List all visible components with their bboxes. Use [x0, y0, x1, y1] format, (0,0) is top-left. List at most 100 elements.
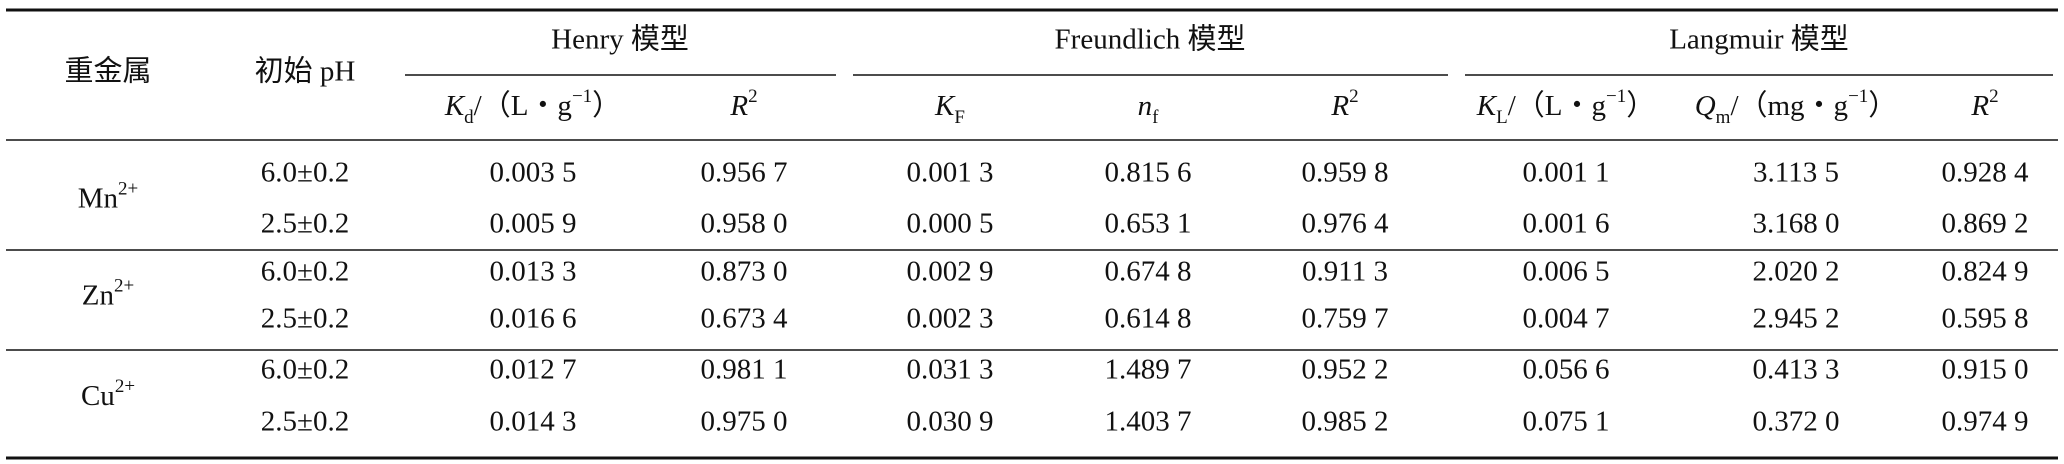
value-cell: 0.005 9: [490, 208, 577, 240]
value-cell: 0.759 7: [1302, 303, 1389, 335]
sub-header: nf: [1138, 90, 1160, 128]
value-cell: 0.002 9: [907, 256, 994, 288]
value-cell: 0.030 9: [907, 406, 994, 438]
value-cell: 1.403 7: [1105, 406, 1192, 438]
value-cell: 2.945 2: [1753, 303, 1840, 335]
text-part: m: [1716, 107, 1731, 128]
value-cell: 0.001 1: [1523, 157, 1610, 189]
value-cell: 0.928 4: [1942, 157, 2030, 189]
text-part: Q: [1695, 90, 1716, 122]
ph-cell: 6.0±0.2: [261, 354, 349, 386]
text-part: F: [954, 107, 965, 128]
value-cell: 0.075 1: [1523, 406, 1610, 438]
column-header: 初始 pH: [255, 55, 356, 88]
text-part: R: [1330, 90, 1349, 122]
value-cell: 0.372 0: [1753, 406, 1840, 438]
value-cell: 2.020 2: [1753, 256, 1840, 288]
text-part: 2: [1989, 86, 1999, 107]
value-cell: 0.004 7: [1523, 303, 1610, 335]
ph-cell: 2.5±0.2: [261, 303, 349, 335]
value-cell: 0.595 8: [1942, 303, 2029, 335]
value-cell: 0.003 5: [490, 157, 577, 189]
text-part: 2: [748, 86, 758, 107]
text-part: K: [444, 90, 466, 122]
sub-header: Kd/（L・g−1）: [444, 86, 621, 128]
text-part: 2+: [118, 178, 138, 199]
value-cell: 0.985 2: [1302, 406, 1389, 438]
value-cell: 0.976 4: [1302, 208, 1390, 240]
metal-label: Zn2+: [82, 275, 134, 311]
value-cell: 0.815 6: [1105, 157, 1192, 189]
value-cell: 0.056 6: [1523, 354, 1610, 386]
ph-cell: 2.5±0.2: [261, 208, 349, 240]
text-part: R: [729, 90, 748, 122]
text-part: Zn: [82, 279, 115, 311]
value-cell: 0.915 0: [1942, 354, 2029, 386]
text-part: /（L・g: [1508, 90, 1606, 122]
ph-cell: 2.5±0.2: [261, 406, 349, 438]
value-cell: 0.869 2: [1942, 208, 2029, 240]
value-cell: 0.614 8: [1105, 303, 1192, 335]
value-cell: 0.002 3: [907, 303, 994, 335]
value-cell: 3.168 0: [1753, 208, 1840, 240]
text-part: Mn: [78, 182, 119, 214]
value-cell: 0.975 0: [701, 406, 788, 438]
value-cell: 0.956 7: [701, 157, 788, 189]
sub-header: R2: [729, 86, 757, 122]
value-cell: 0.006 5: [1523, 256, 1610, 288]
text-part: /（L・g: [474, 90, 572, 122]
value-cell: 0.012 7: [490, 354, 577, 386]
metal-label: Cu2+: [81, 376, 135, 412]
value-cell: 0.873 0: [701, 256, 788, 288]
value-cell: 0.981 1: [701, 354, 788, 386]
text-part: K: [1476, 90, 1498, 122]
text-part: 2+: [115, 376, 135, 397]
text-part: 2+: [114, 275, 134, 296]
sub-header: KF: [934, 90, 965, 128]
value-cell: 0.974 9: [1942, 406, 2029, 438]
value-cell: 0.001 3: [907, 157, 994, 189]
text-part: ）: [1868, 90, 1897, 122]
value-cell: 1.489 7: [1105, 354, 1192, 386]
value-cell: 0.911 3: [1302, 256, 1388, 288]
sub-header: Qm/（mg・g−1）: [1695, 86, 1898, 128]
sub-header: KL/（L・g−1）: [1476, 86, 1655, 128]
sub-header: R2: [1970, 86, 1998, 122]
text-part: Cu: [81, 380, 115, 412]
value-cell: 3.113 5: [1753, 157, 1839, 189]
value-cell: 0.824 9: [1942, 256, 2029, 288]
value-cell: 0.958 0: [701, 208, 788, 240]
group-header: Langmuir 模型: [1669, 23, 1849, 56]
value-cell: 0.674 8: [1105, 256, 1192, 288]
text-part: ）: [1626, 90, 1655, 122]
text-part: K: [934, 90, 956, 122]
sub-header: R2: [1330, 86, 1358, 122]
value-cell: 0.031 3: [907, 354, 994, 386]
text-part: −1: [572, 86, 592, 107]
value-cell: 0.673 4: [701, 303, 789, 335]
text-part: L: [1496, 107, 1508, 128]
ph-cell: 6.0±0.2: [261, 256, 349, 288]
text-part: n: [1138, 90, 1153, 122]
text-part: 2: [1349, 86, 1359, 107]
value-cell: 0.013 3: [490, 256, 577, 288]
column-header: 重金属: [64, 55, 151, 88]
value-cell: 0.014 3: [490, 406, 577, 438]
value-cell: 0.001 6: [1523, 208, 1610, 240]
text-part: −1: [1606, 86, 1626, 107]
text-part: −1: [1848, 86, 1868, 107]
value-cell: 0.000 5: [907, 208, 994, 240]
ph-cell: 6.0±0.2: [261, 157, 349, 189]
group-header: Henry 模型: [551, 23, 689, 56]
value-cell: 0.016 6: [490, 303, 577, 335]
text-part: /（mg・g: [1730, 90, 1848, 122]
text-part: d: [464, 107, 474, 128]
text-part: ）: [592, 90, 621, 122]
text-part: f: [1152, 107, 1159, 128]
value-cell: 0.959 8: [1302, 157, 1389, 189]
text-part: R: [1970, 90, 1989, 122]
value-cell: 0.413 3: [1753, 354, 1840, 386]
